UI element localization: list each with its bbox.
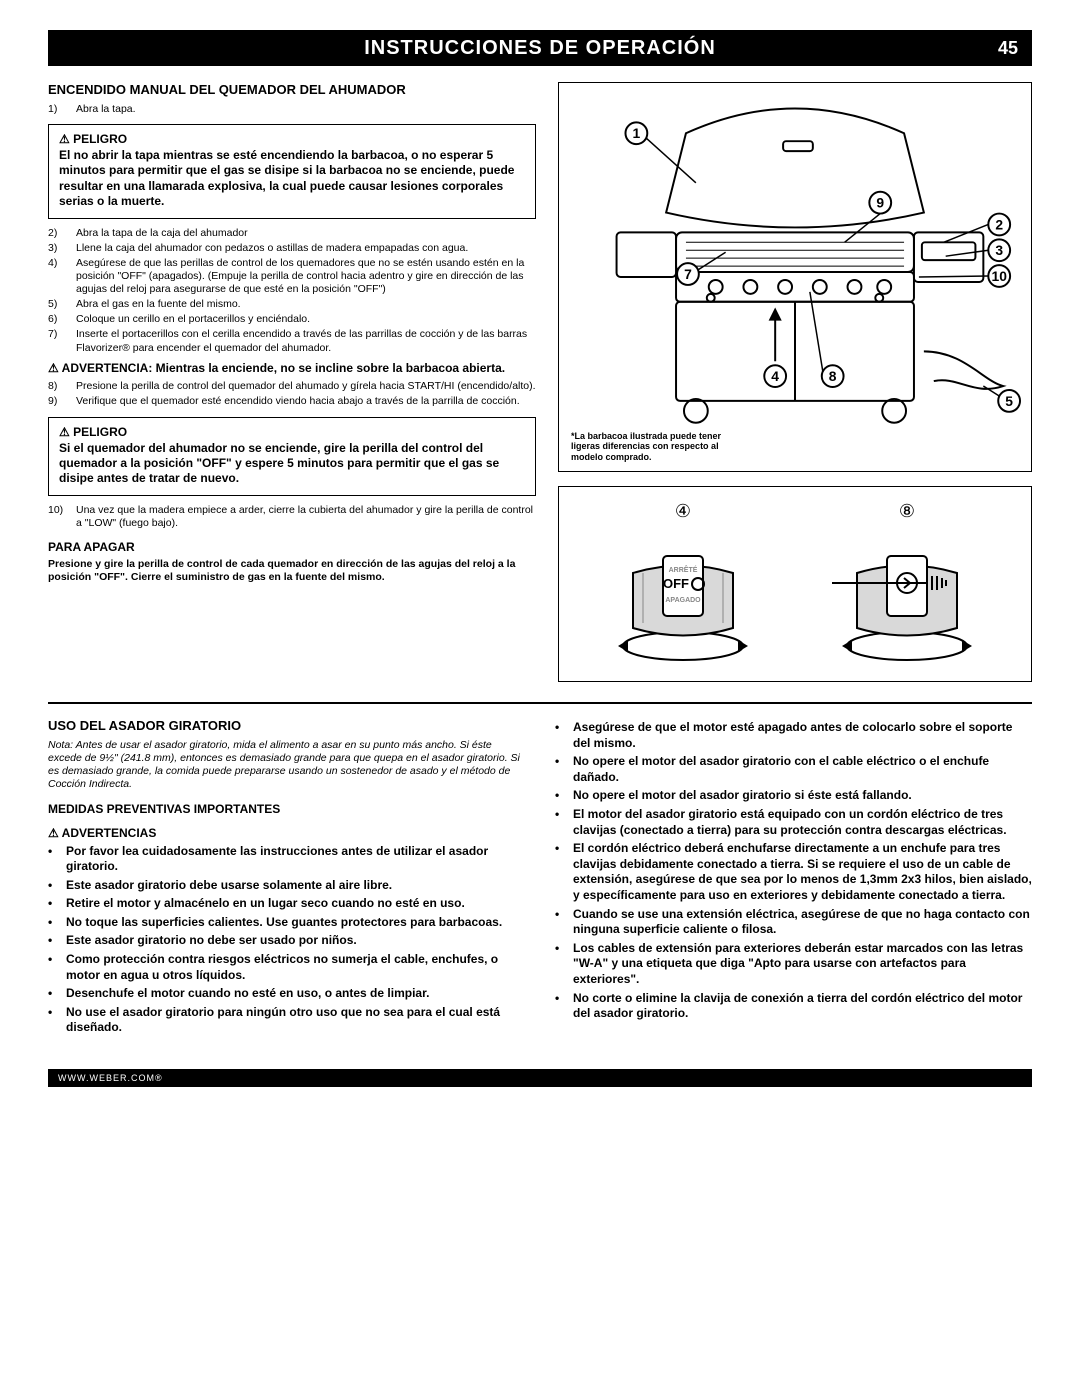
nota-text: Nota: Antes de usar el asador giratorio,… xyxy=(48,739,525,792)
right-column: 1 9 2 3 10 7 4 8 5 xyxy=(558,82,1032,682)
step-item: 10)Una vez que la madera empiece a arder… xyxy=(48,504,536,530)
bullet-item: Los cables de extensión para exteriores … xyxy=(555,941,1032,988)
advertencias-heading: ⚠ ADVERTENCIAS xyxy=(48,826,525,840)
step-item: 4)Asegúrese de que las perillas de contr… xyxy=(48,257,536,296)
bullet-item: No opere el motor del asador giratorio c… xyxy=(555,754,1032,785)
apagar-text: Presione y gire la perilla de control de… xyxy=(48,558,536,585)
peligro-box-1: ⚠ PELIGRO El no abrir la tapa mientras s… xyxy=(48,124,536,218)
step-item: 6)Coloque un cerillo en el portacerillos… xyxy=(48,313,536,326)
bullet-item: No opere el motor del asador giratorio s… xyxy=(555,788,1032,804)
advertencia-inline: ⚠ ADVERTENCIA: Mientras la enciende, no … xyxy=(48,361,536,377)
peligro-text-2: Si el quemador del ahumador no se encien… xyxy=(59,441,525,487)
knob-arrete-label: ARRÊTÉ xyxy=(669,565,698,574)
svg-text:3: 3 xyxy=(995,242,1003,258)
svg-text:9: 9 xyxy=(876,195,884,211)
bullet-item: No toque las superficies calientes. Use … xyxy=(48,915,525,931)
page-number: 45 xyxy=(998,38,1018,59)
bullet-item: No use el asador giratorio para ningún o… xyxy=(48,1005,525,1036)
header-bar: INSTRUCCIONES DE OPERACIÓN 45 xyxy=(48,30,1032,66)
peligro-label-2: ⚠ PELIGRO xyxy=(59,425,525,439)
peligro-text: El no abrir la tapa mientras se esté enc… xyxy=(59,148,525,209)
bottom-left-column: USO DEL ASADOR GIRATORIO Nota: Antes de … xyxy=(48,718,525,1039)
peligro-label: ⚠ PELIGRO xyxy=(59,132,525,146)
uso-heading: USO DEL ASADOR GIRATORIO xyxy=(48,718,525,733)
knob-num-8: ⑧ xyxy=(899,501,915,522)
illustration-caption: *La barbacoa ilustrada puede tener liger… xyxy=(571,431,751,463)
bullet-item: No corte o elimine la clavija de conexió… xyxy=(555,991,1032,1022)
knob-off-label: OFF xyxy=(663,576,689,591)
encendido-heading: ENCENDIDO MANUAL DEL QUEMADOR DEL AHUMAD… xyxy=(48,82,536,97)
bullet-item: El cordón eléctrico deberá enchufarse di… xyxy=(555,841,1032,903)
bottom-right-column: Asegúrese de que el motor esté apagado a… xyxy=(555,718,1032,1039)
knob-apagado-label: APAGADO xyxy=(665,597,701,604)
section-divider xyxy=(48,702,1032,704)
apagar-heading: PARA APAGAR xyxy=(48,540,536,554)
peligro-box-2: ⚠ PELIGRO Si el quemador del ahumador no… xyxy=(48,417,536,496)
left-column: ENCENDIDO MANUAL DEL QUEMADOR DEL AHUMAD… xyxy=(48,82,536,682)
bullet-item: Cuando se use una extensión eléctrica, a… xyxy=(555,907,1032,938)
bullet-item: Asegúrese de que el motor esté apagado a… xyxy=(555,720,1032,751)
bullet-item: Este asador giratorio no debe ser usado … xyxy=(48,933,525,949)
svg-text:10: 10 xyxy=(991,268,1007,284)
page-title: INSTRUCCIONES DE OPERACIÓN xyxy=(364,37,716,60)
step-item: 1)Abra la tapa. xyxy=(48,103,536,116)
step-item: 9)Verifique que el quemador esté encendi… xyxy=(48,395,536,408)
knob-illustration: ④ ARRÊTÉ OFF APAGADO xyxy=(558,486,1032,682)
step-item: 7)Inserte el portacerillos con el cerill… xyxy=(48,328,536,354)
bullet-item: Este asador giratorio debe usarse solame… xyxy=(48,878,525,894)
footer-bar: WWW.WEBER.COM® xyxy=(48,1069,1032,1087)
bullet-item: Por favor lea cuidadosamente las instruc… xyxy=(48,844,525,875)
svg-text:7: 7 xyxy=(684,266,692,282)
bullet-item: Como protección contra riesgos eléctrico… xyxy=(48,952,525,983)
medidas-heading: MEDIDAS PREVENTIVAS IMPORTANTES xyxy=(48,802,525,816)
svg-text:8: 8 xyxy=(829,368,837,384)
footer-url: WWW.WEBER.COM® xyxy=(58,1073,163,1083)
step-item: 2)Abra la tapa de la caja del ahumador xyxy=(48,227,536,240)
bullet-item: El motor del asador giratorio está equip… xyxy=(555,807,1032,838)
svg-text:5: 5 xyxy=(1005,393,1013,409)
svg-text:2: 2 xyxy=(995,216,1003,232)
bullet-item: Retire el motor y almacénelo en un lugar… xyxy=(48,896,525,912)
svg-text:4: 4 xyxy=(771,368,779,384)
step-item: 5)Abra el gas en la fuente del mismo. xyxy=(48,298,536,311)
step-item: 3)Llene la caja del ahumador con pedazos… xyxy=(48,242,536,255)
bullet-item: Desenchufe el motor cuando no esté en us… xyxy=(48,986,525,1002)
grill-illustration: 1 9 2 3 10 7 4 8 5 xyxy=(558,82,1032,472)
step-item: 8)Presione la perilla de control del que… xyxy=(48,380,536,393)
knob-num-4: ④ xyxy=(675,501,691,522)
svg-text:1: 1 xyxy=(633,125,641,141)
